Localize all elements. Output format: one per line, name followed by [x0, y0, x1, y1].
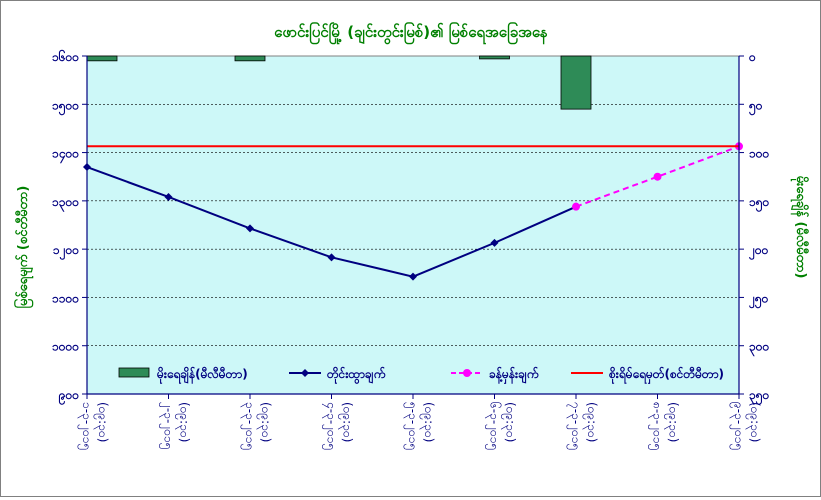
rain-bar [86, 55, 118, 62]
x-tick-label-time: (၀၉:၃၀) [175, 402, 192, 442]
x-tick-label-time: (၀၉:၃၀) [664, 402, 681, 442]
x-tick-label-date: ၆-၃-၂၀၁၅ [485, 402, 503, 450]
y-left-tick-label: ၁၂၀၀ [53, 243, 79, 261]
x-tick-label-group: ၈-၃-၂၀၁၅ (၀၉:၃၀) [648, 402, 681, 450]
x-tick-label-group: ၂-၃-၂၀၁၅ (၀၉:၃၀) [159, 402, 192, 449]
rain-bar [560, 55, 592, 110]
chart-title: ဖောင်းပြင်မြို့ (ချင်းတွင်းမြစ်)၏ မြစ်ရေ… [274, 21, 548, 45]
x-tick-label-date: ၇-၃-၂၀၁၅ [566, 402, 583, 450]
y-left-tick-label: ၉၀၀ [58, 388, 80, 406]
gridlines [87, 103, 739, 347]
x-tick-label-date: ၄-၃-၂၀၁၅ [322, 402, 339, 450]
x-tick-label-time: (၀၉:၃၀) [338, 402, 355, 442]
x-tick-label-time: (၀၉:၃၀) [501, 402, 518, 442]
y-left-tick-label: ၁၆၀၀ [52, 48, 79, 64]
x-tick-label-date: ၅-၃-၂၀၁၅ [403, 402, 420, 450]
legend-marker-forecast [463, 369, 471, 377]
x-tick-label-group: ၆-၃-၂၀၁၅ (၀၉:၃၀) [485, 402, 518, 450]
y-right-tick-label: ၅၀ [748, 98, 763, 116]
y-axis-right-label: မိုးရေချိန် (မီလီမီတာ) [790, 176, 810, 279]
y-left-tick-label: ၁၃၀၀ [52, 195, 79, 213]
y-right-tick-label: ၂၀၀ [748, 243, 769, 261]
y-right-tick-label: ၃၀၀ [749, 340, 770, 358]
x-tick-label-date: ၁-၃-၂၀၁၅ [77, 402, 94, 450]
y-right-tick-label: ၁၀၀ [749, 147, 770, 161]
x-tick-label-time: (၀၉:၃၀) [93, 402, 110, 442]
y-left-tick-label: ၁၄၀၀ [52, 147, 79, 165]
x-tick-label-group: ၇-၃-၂၀၁၅ (၀၉:၃၀) [566, 402, 599, 450]
observed-point [327, 253, 336, 262]
y-left-tick-label: ၁၀၀၀ [52, 340, 79, 354]
axes: ၉၀၀ ၁၀၀၀ ၁၁၀၀ ၁၂၀၀ ၁၃၀၀ ၁၄၀၀ ၁၅၀၀ ၁၆၀၀ ၀၅၀၁၀၀၁၅၀… [52, 48, 770, 450]
x-tick-label-date: ၂-၃-၂၀၁၅ [159, 402, 176, 449]
observed-point [164, 192, 173, 201]
forecast-point [572, 202, 580, 211]
y-left-tick-label: ၁၁၀၀ [52, 291, 79, 305]
y-right-tick-label: ၀ [748, 50, 756, 64]
legend: မိုးရေချိန်(မီလီမီတာ) တိုင်းထွာချက် ခန့်မှ… [118, 365, 724, 385]
forecast-point [653, 172, 662, 181]
x-tick-label-date: ၃-၃-၂၀၁၅ [240, 402, 257, 450]
observed-point [490, 238, 499, 247]
x-tick-label-group: ၁-၃-၂၀၁၅ (၀၉:၃၀) [77, 402, 110, 450]
forecast-line [575, 145, 740, 208]
legend-swatch-rain [118, 367, 150, 378]
y-right-tick-label: ၃၅၀ [749, 388, 770, 406]
plot-area [86, 55, 740, 395]
x-tick-label-group: ၉-၃-၂၀၁၅ (၀၉:၃၀) [729, 402, 762, 450]
legend-label: မိုးရေချိန်(မီလီမီတာ) [156, 365, 248, 385]
x-tick-label-group: ၃-၃-၂၀၁၅ (၀၉:၃၀) [240, 402, 273, 450]
y-left-tick-label: ၁၅၀၀ [52, 98, 79, 116]
x-tick-label-date: ၉-၃-၂၀၁၅ [729, 402, 746, 450]
x-tick-label-time: (၀၉:၃၀) [419, 402, 436, 442]
rain-bar [234, 55, 266, 62]
x-tick-label-group: ၄-၃-၂၀၁၅ (၀၉:၃၀) [322, 402, 355, 450]
observed-point [246, 224, 254, 233]
legend-label: ခန့်မှန်းချက် [489, 365, 539, 385]
y-axis-left-label: မြစ်ရေမျက် (စင်တီမီတာ) [13, 186, 34, 309]
legend-marker-observed [301, 369, 309, 377]
rain-bars [86, 55, 592, 110]
observed-point [409, 272, 417, 281]
x-tick-label-time: (၀၉:၃၀) [256, 402, 273, 442]
series-lines [83, 142, 743, 281]
x-tick-label-time: (၀၉:၃၀) [745, 402, 762, 442]
x-tick-label-group: ၅-၃-၂၀၁၅ (၀၉:၃၀) [403, 402, 436, 450]
y-right-tick-label: ၂၅၀ [748, 291, 769, 309]
rain-bar [479, 55, 510, 60]
legend-label: တိုင်းထွာချက် [326, 365, 386, 385]
legend-label: စိုးရိမ်ရေမှတ်(စင်တီမီတာ) [608, 365, 724, 385]
y-right-tick-label: ၁၅၀ [749, 195, 770, 213]
x-tick-label-date: ၈-၃-၂၀၁၅ [648, 402, 665, 450]
x-tick-label-time: (၀၉:၃၀) [582, 402, 599, 442]
